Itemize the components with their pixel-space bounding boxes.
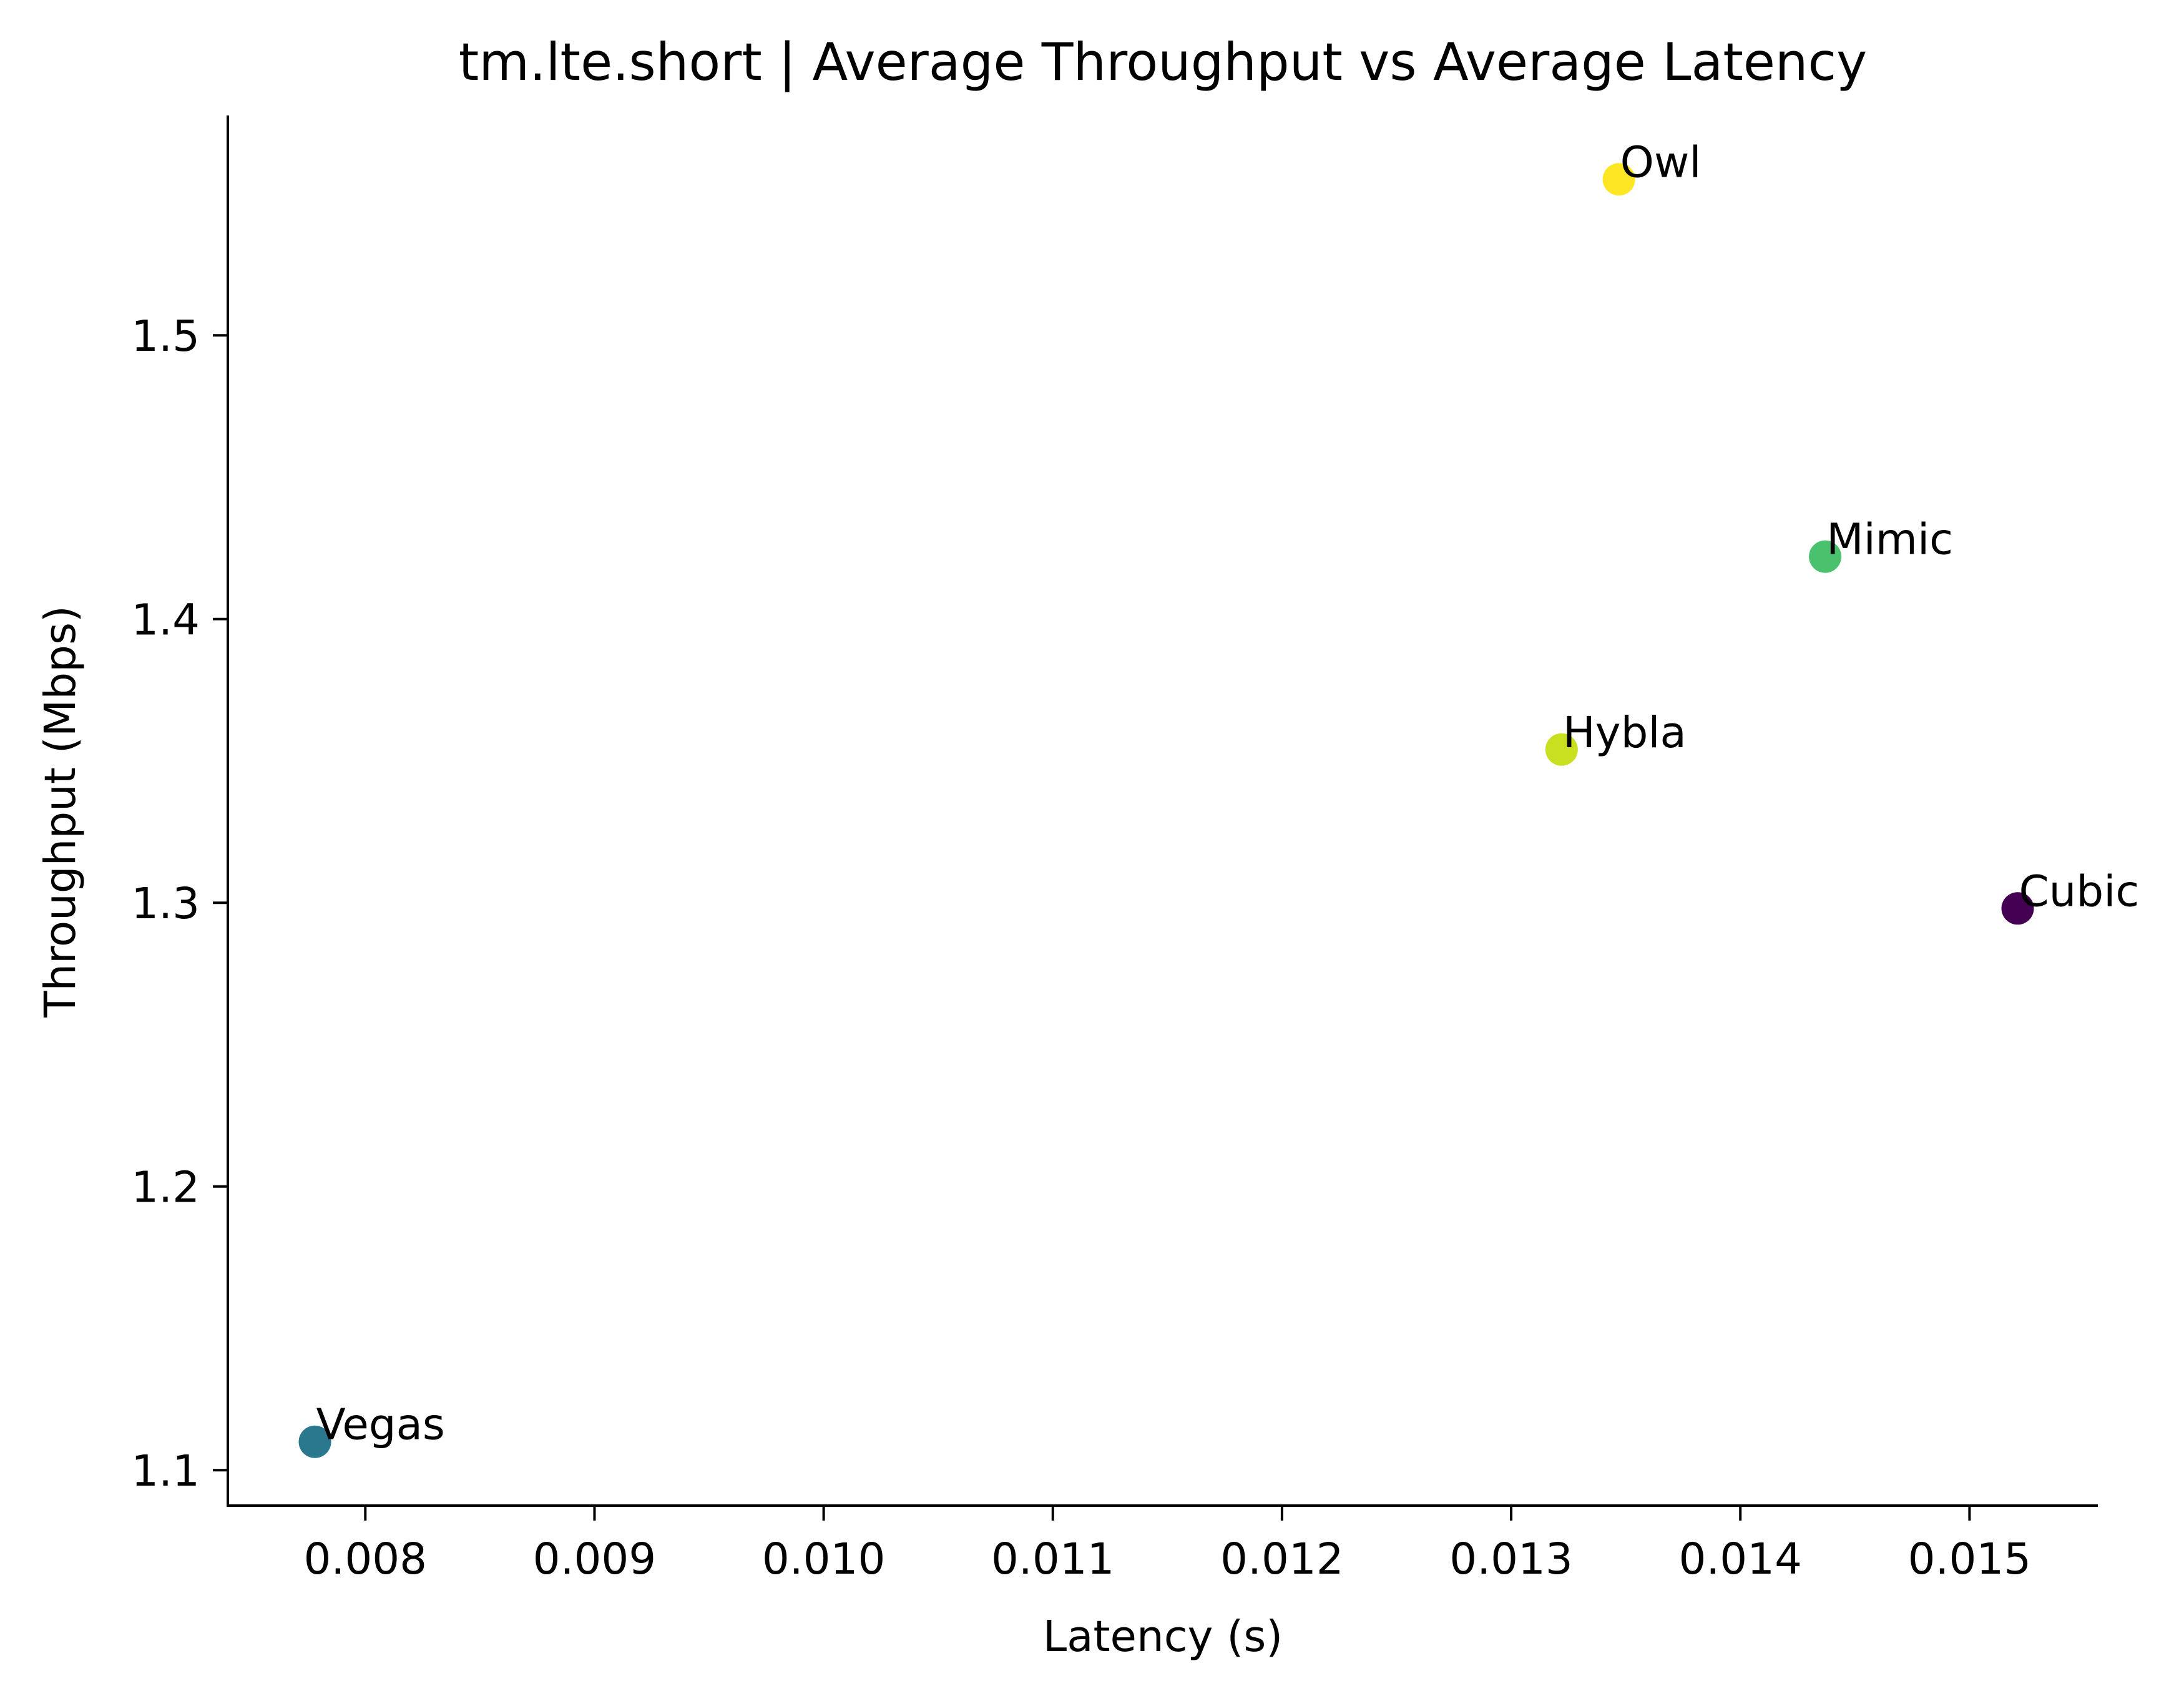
point-label-mimic: Mimic (1826, 515, 1953, 565)
point-label-owl: Owl (1620, 137, 1702, 187)
y-tick-label: 1.5 (131, 311, 200, 361)
y-tick-label: 1.3 (131, 879, 200, 929)
y-axis-label: Throughput (Mbps) (36, 605, 86, 1018)
x-tick-label: 0.008 (304, 1534, 428, 1584)
x-tick-label: 0.011 (991, 1534, 1115, 1584)
plot-area: 0.008 0.009 0.010 0.011 0.012 0.013 0.014 0.015… (131, 115, 2139, 1584)
x-tick-label: 0.014 (1678, 1534, 1802, 1584)
y-ticks: 1.1 1.2 1.3 1.4 1.5 (131, 311, 228, 1496)
data-points: Cubic Vegas Mimic Hybla Owl (298, 137, 2139, 1458)
y-tick-label: 1.1 (131, 1446, 200, 1496)
x-tick-label: 0.009 (533, 1534, 657, 1584)
x-tick-label: 0.012 (1220, 1534, 1344, 1584)
point-label-hybla: Hybla (1563, 708, 1687, 758)
y-tick-label: 1.4 (131, 596, 200, 645)
data-point-owl (1602, 163, 1635, 196)
chart-title: tm.lte.short | Average Throughput vs Ave… (459, 32, 1868, 92)
point-label-vegas: Vegas (316, 1400, 445, 1450)
data-point-mimic (1809, 540, 1842, 573)
x-tick-label: 0.013 (1449, 1534, 1573, 1584)
x-tick-label: 0.010 (762, 1534, 886, 1584)
y-tick-label: 1.2 (131, 1163, 200, 1213)
x-ticks: 0.008 0.009 0.010 0.011 0.012 0.013 0.014 0.015 (304, 1506, 2032, 1584)
x-tick-label: 0.015 (1908, 1534, 2032, 1584)
data-point-vegas (298, 1425, 331, 1458)
x-axis-label: Latency (s) (1043, 1612, 1283, 1662)
data-point-hybla (1545, 733, 1578, 766)
point-label-cubic: Cubic (2019, 866, 2139, 916)
data-point-cubic (2001, 892, 2034, 925)
